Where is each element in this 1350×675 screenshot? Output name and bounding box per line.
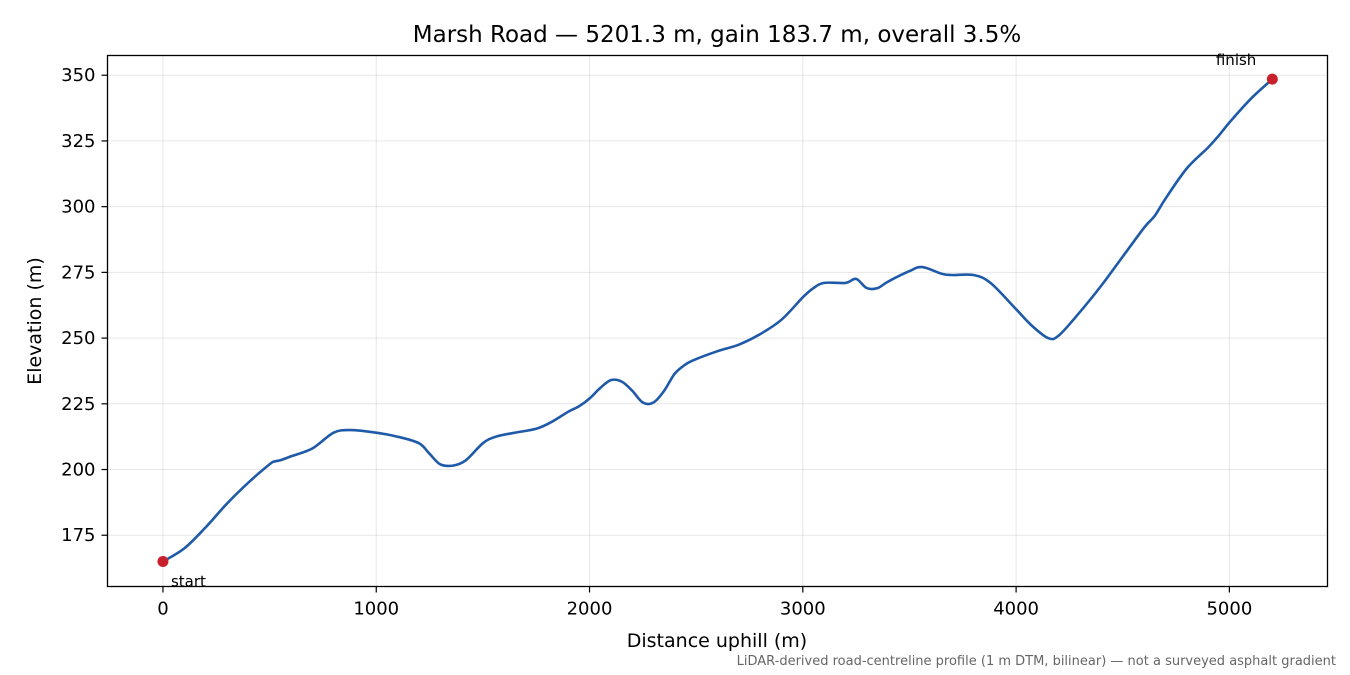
series-layer: start finish [157,51,1278,591]
y-tick-label: 275 [61,262,95,283]
finish-label: finish [1216,51,1256,69]
axis-ticks: 0 1000 2000 3000 4000 5000 175 200 225 250 275 300 3… [61,65,1252,619]
start-label: start [171,573,206,591]
grid-lines [107,55,1328,587]
x-tick-label: 4000 [993,599,1039,620]
x-tick-label: 0 [157,599,168,620]
x-tick-label: 3000 [780,599,826,620]
y-axis-title: Elevation (m) [24,257,46,385]
start-marker [157,556,169,568]
y-tick-label: 250 [61,328,95,349]
plot-frame [106,54,1329,588]
y-tick-label: 225 [61,394,95,415]
y-tick-label: 175 [61,525,95,546]
x-axis-title: Distance uphill (m) [627,630,807,652]
y-tick-label: 325 [61,131,95,152]
y-tick-label: 350 [61,65,95,86]
y-tick-label: 200 [61,460,95,481]
footnote: LiDAR-derived road-centreline profile (1… [737,654,1336,669]
y-tick-label: 300 [61,197,95,218]
x-tick-label: 1000 [353,599,399,620]
x-tick-label: 2000 [567,599,613,620]
chart-title: Marsh Road — 5201.3 m, gain 183.7 m, ove… [413,22,1021,48]
finish-marker [1266,73,1278,85]
x-tick-label: 5000 [1206,599,1252,620]
elevation-line [161,77,1274,563]
